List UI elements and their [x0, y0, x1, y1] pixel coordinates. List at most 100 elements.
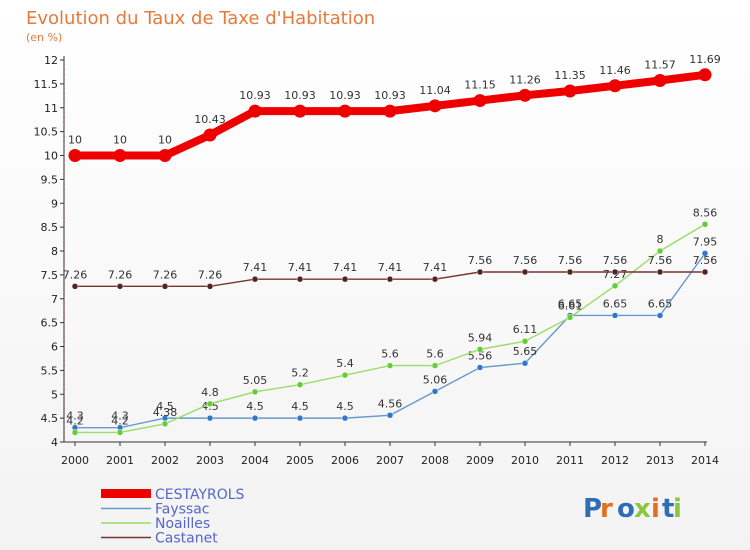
data-label: 10.93	[329, 89, 361, 102]
legend-label: Fayssac	[155, 502, 210, 518]
y-tick-label: 11.5	[34, 78, 59, 91]
data-label: 5.2	[291, 367, 309, 380]
y-tick-label: 7	[51, 293, 58, 306]
x-tick-label: 2013	[646, 454, 674, 467]
data-label: 11.35	[554, 69, 586, 82]
data-point	[251, 275, 259, 283]
data-point	[431, 388, 439, 395]
data-label: 7.56	[558, 254, 583, 267]
data-label: 6.61	[558, 299, 583, 312]
data-point	[701, 268, 709, 276]
data-point	[161, 420, 169, 428]
data-point	[251, 414, 259, 422]
data-point	[206, 283, 214, 290]
x-tick-label: 2010	[511, 454, 539, 467]
data-point	[116, 283, 124, 290]
data-label: 7.26	[63, 268, 88, 281]
data-point	[341, 414, 349, 422]
logo-letter: x	[634, 494, 651, 524]
data-label: 10	[113, 134, 127, 147]
data-label: 5.56	[468, 350, 493, 363]
data-point	[656, 247, 664, 255]
data-label: 7.41	[288, 261, 313, 274]
series-fayssac: 4.34.34.54.54.54.54.54.565.065.565.656.6…	[66, 235, 718, 431]
data-label: 6.65	[648, 297, 673, 310]
y-tick-label: 4.5	[41, 412, 59, 425]
logo-letter: i	[673, 494, 682, 524]
legend-item: Castanet	[101, 531, 218, 547]
data-point	[158, 149, 172, 162]
data-label: 4.5	[336, 400, 354, 413]
data-label: 7.41	[243, 261, 268, 274]
data-point	[386, 275, 394, 283]
y-tick-label: 4	[51, 436, 58, 449]
data-label: 11.04	[419, 84, 451, 97]
data-label: 10.43	[194, 113, 226, 126]
data-point	[386, 362, 394, 369]
data-point	[431, 362, 439, 369]
data-label: 7.56	[603, 254, 628, 267]
series-noailles: 4.2 4.24.384.85.055.25.45.6 5.65.946.116.6…	[66, 206, 718, 436]
data-label: 7.41	[333, 261, 358, 274]
x-tick-label: 2003	[196, 454, 224, 467]
data-label: 7.26	[198, 268, 223, 281]
data-point	[611, 268, 619, 276]
data-label: 4.2	[66, 414, 84, 427]
data-point	[611, 312, 619, 319]
data-point	[566, 268, 574, 276]
x-tick-label: 2005	[286, 454, 314, 467]
data-point	[161, 283, 169, 290]
data-point	[476, 346, 484, 353]
data-point	[701, 250, 709, 257]
data-point	[701, 221, 709, 228]
y-tick-label: 6	[51, 341, 58, 354]
chart-title: Evolution du Taux de Taxe d'Habitation	[26, 8, 375, 29]
data-label: 5.06	[423, 373, 448, 386]
data-label: 6.11	[513, 323, 538, 336]
data-label: 10.93	[239, 89, 271, 102]
data-label: 4.5	[156, 400, 174, 413]
data-label: 4.5	[291, 400, 309, 413]
data-point	[521, 268, 529, 276]
data-label: 4.3	[66, 410, 84, 423]
data-label: 5.05	[243, 374, 268, 387]
data-point	[206, 400, 214, 408]
data-point	[341, 371, 349, 379]
data-point	[608, 79, 622, 93]
data-label: 7.26	[153, 268, 178, 281]
legend-item: Fayssac	[101, 502, 210, 518]
data-point	[563, 84, 577, 98]
legend-swatch	[101, 489, 151, 498]
data-label: 10.93	[284, 89, 316, 102]
data-point	[71, 429, 79, 436]
data-point	[341, 275, 349, 283]
data-label: 7.41	[378, 261, 403, 274]
x-tick-label: 2000	[61, 454, 89, 467]
series-cestayrols: 10 10 10 10.43 10.93 10.93 10.93 10.93 11.04 11.1…	[68, 53, 721, 162]
data-label: 5.6	[426, 348, 444, 361]
data-point	[71, 283, 79, 290]
logo-letter: o	[617, 494, 635, 524]
x-tick-label: 2004	[241, 454, 269, 467]
data-label: 8.56	[693, 206, 718, 219]
data-label: 4.2	[111, 414, 129, 427]
data-label: 7.95	[693, 235, 718, 248]
data-label: 4.38	[153, 406, 178, 419]
x-tick-label: 2014	[691, 454, 719, 467]
data-point	[293, 104, 307, 118]
y-tick-label: 6.5	[41, 317, 59, 330]
data-label: 5.4	[336, 357, 354, 370]
data-label: 10	[158, 134, 172, 147]
series-castanet: 7.26 7.26 7.26 7.26 7.41 7.41 7.41 7.41 7.41 7.56…	[63, 254, 718, 290]
data-point	[248, 104, 262, 118]
data-label: 8	[657, 233, 664, 246]
y-tick-label: 7.5	[41, 269, 59, 282]
x-tick-label: 2001	[106, 454, 134, 467]
logo-letter: P	[583, 494, 602, 524]
data-point	[698, 68, 712, 82]
data-label: 7.56	[693, 254, 718, 267]
data-label: 7.56	[648, 254, 673, 267]
data-point	[428, 99, 442, 113]
logo-letter: r	[600, 494, 613, 524]
